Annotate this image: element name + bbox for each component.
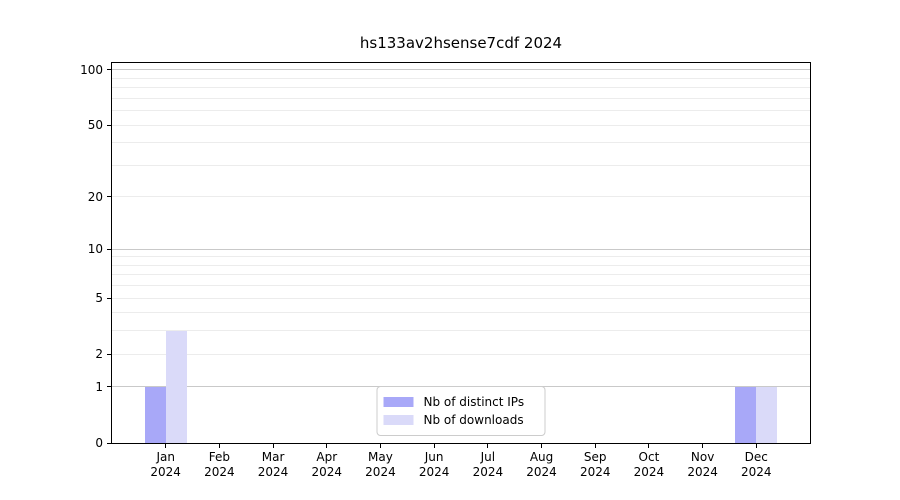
x-tick-year: 2024 — [687, 465, 718, 479]
x-tick-mark — [326, 444, 328, 448]
bar-downloads — [165, 330, 187, 443]
legend: Nb of distinct IPs Nb of downloads — [376, 386, 546, 436]
x-tick-label: Apr 2024 — [300, 450, 354, 480]
y-tick-label: 0 — [95, 436, 103, 450]
x-tick-mark — [755, 444, 757, 448]
x-tick-year: 2024 — [472, 465, 504, 479]
y-tick-mark — [107, 69, 111, 71]
gridline-minor — [112, 110, 810, 112]
y-tick-mark — [107, 248, 111, 250]
x-tick-mark — [165, 444, 167, 448]
x-tick-year: 2024 — [365, 465, 396, 479]
x-tick-label: Jul 2024 — [461, 450, 515, 480]
y-tick-label: 10 — [87, 242, 103, 257]
x-axis: Jan 2024 Feb 2024 Mar 2024 Apr 2024 May 2024 Jun 20… — [112, 444, 810, 494]
legend-label-downloads: Nb of downloads — [423, 413, 524, 427]
y-tick-mark — [107, 196, 111, 198]
x-tick-label: Jun 2024 — [407, 450, 461, 480]
x-tick-year: 2024 — [741, 465, 772, 479]
gridline-minor — [112, 274, 810, 276]
y-axis: 0 1 2 5 10 20 50 100 — [0, 62, 111, 450]
gridline-minor — [112, 77, 810, 79]
x-tick-month: Apr — [316, 450, 338, 464]
x-tick-month: Nov — [690, 450, 715, 464]
x-tick-month: Jan — [156, 450, 175, 464]
gridline-minor — [112, 142, 810, 144]
legend-swatch-distinct-ips — [383, 397, 414, 407]
y-tick-label: 1 — [95, 379, 103, 394]
bar-downloads — [756, 386, 778, 443]
gridline-minor — [112, 196, 810, 198]
x-tick-label: Mar 2024 — [246, 450, 300, 480]
y-tick-mark — [107, 124, 111, 126]
x-tick-month: Oct — [638, 450, 660, 464]
gridline-minor — [112, 87, 810, 89]
x-tick-label: May 2024 — [353, 450, 407, 480]
gridline-minor — [112, 285, 810, 287]
gridline-minor — [112, 353, 810, 355]
x-tick-month: May — [368, 450, 393, 464]
gridline-minor — [112, 312, 810, 314]
legend-label-distinct-ips: Nb of distinct IPs — [423, 395, 525, 409]
gridline-minor — [112, 256, 810, 258]
chart-title: hs133av2hsense7cdf 2024 — [359, 34, 563, 52]
x-tick-month: Mar — [261, 450, 285, 464]
bar-distinct-ips — [735, 386, 757, 443]
y-tick-mark — [107, 353, 111, 355]
y-tick-label: 5 — [95, 291, 103, 306]
bar-distinct-ips — [144, 386, 166, 443]
x-tick-month: Jun — [424, 450, 444, 464]
x-tick-label: Jan 2024 — [139, 450, 193, 480]
x-tick-mark — [702, 444, 704, 448]
x-tick-mark — [433, 444, 435, 448]
gridline-major — [112, 248, 810, 250]
y-tick-label: 20 — [87, 189, 103, 204]
plot-area: Nb of distinct IPs Nb of downloads — [111, 62, 811, 444]
x-tick-label: Nov 2024 — [676, 450, 730, 480]
gridline-minor — [112, 97, 810, 99]
x-tick-mark — [379, 444, 381, 448]
x-tick-year: 2024 — [150, 465, 181, 479]
x-tick-month: Jul — [480, 450, 496, 464]
x-tick-year: 2024 — [526, 465, 557, 479]
y-tick-label: 100 — [80, 62, 103, 77]
legend-item-downloads: Nb of downloads — [383, 411, 533, 429]
x-tick-label: Aug 2024 — [515, 450, 569, 480]
x-tick-label: Sep 2024 — [568, 450, 622, 480]
gridline-minor — [112, 164, 810, 166]
x-tick-month: Aug — [529, 450, 554, 464]
legend-item-distinct-ips: Nb of distinct IPs — [383, 393, 533, 411]
x-tick-year: 2024 — [311, 465, 343, 479]
y-tick-mark — [107, 442, 111, 444]
x-tick-month: Dec — [744, 450, 768, 464]
x-tick-label: Dec 2024 — [729, 450, 783, 480]
y-tick-label: 50 — [87, 118, 103, 133]
x-tick-year: 2024 — [418, 465, 450, 479]
x-tick-mark — [594, 444, 596, 448]
x-tick-label: Oct 2024 — [622, 450, 676, 480]
x-tick-year: 2024 — [257, 465, 289, 479]
x-tick-mark — [487, 444, 489, 448]
x-tick-month: Feb — [208, 450, 230, 464]
y-tick-mark — [107, 297, 111, 299]
x-tick-mark — [272, 444, 274, 448]
y-tick-mark — [107, 386, 111, 388]
x-tick-label: Feb 2024 — [192, 450, 246, 480]
gridline-minor — [112, 124, 810, 126]
x-tick-year: 2024 — [633, 465, 665, 479]
gridline-minor — [112, 264, 810, 266]
x-tick-mark — [648, 444, 650, 448]
gridline-minor — [112, 297, 810, 299]
x-tick-mark — [218, 444, 220, 448]
x-tick-month: Sep — [583, 450, 607, 464]
gridline-minor — [112, 330, 810, 332]
x-tick-year: 2024 — [204, 465, 235, 479]
gridline-major — [112, 69, 810, 71]
legend-swatch-downloads — [383, 415, 414, 425]
y-tick-label: 2 — [95, 347, 103, 362]
x-tick-mark — [541, 444, 543, 448]
x-tick-year: 2024 — [579, 465, 611, 479]
